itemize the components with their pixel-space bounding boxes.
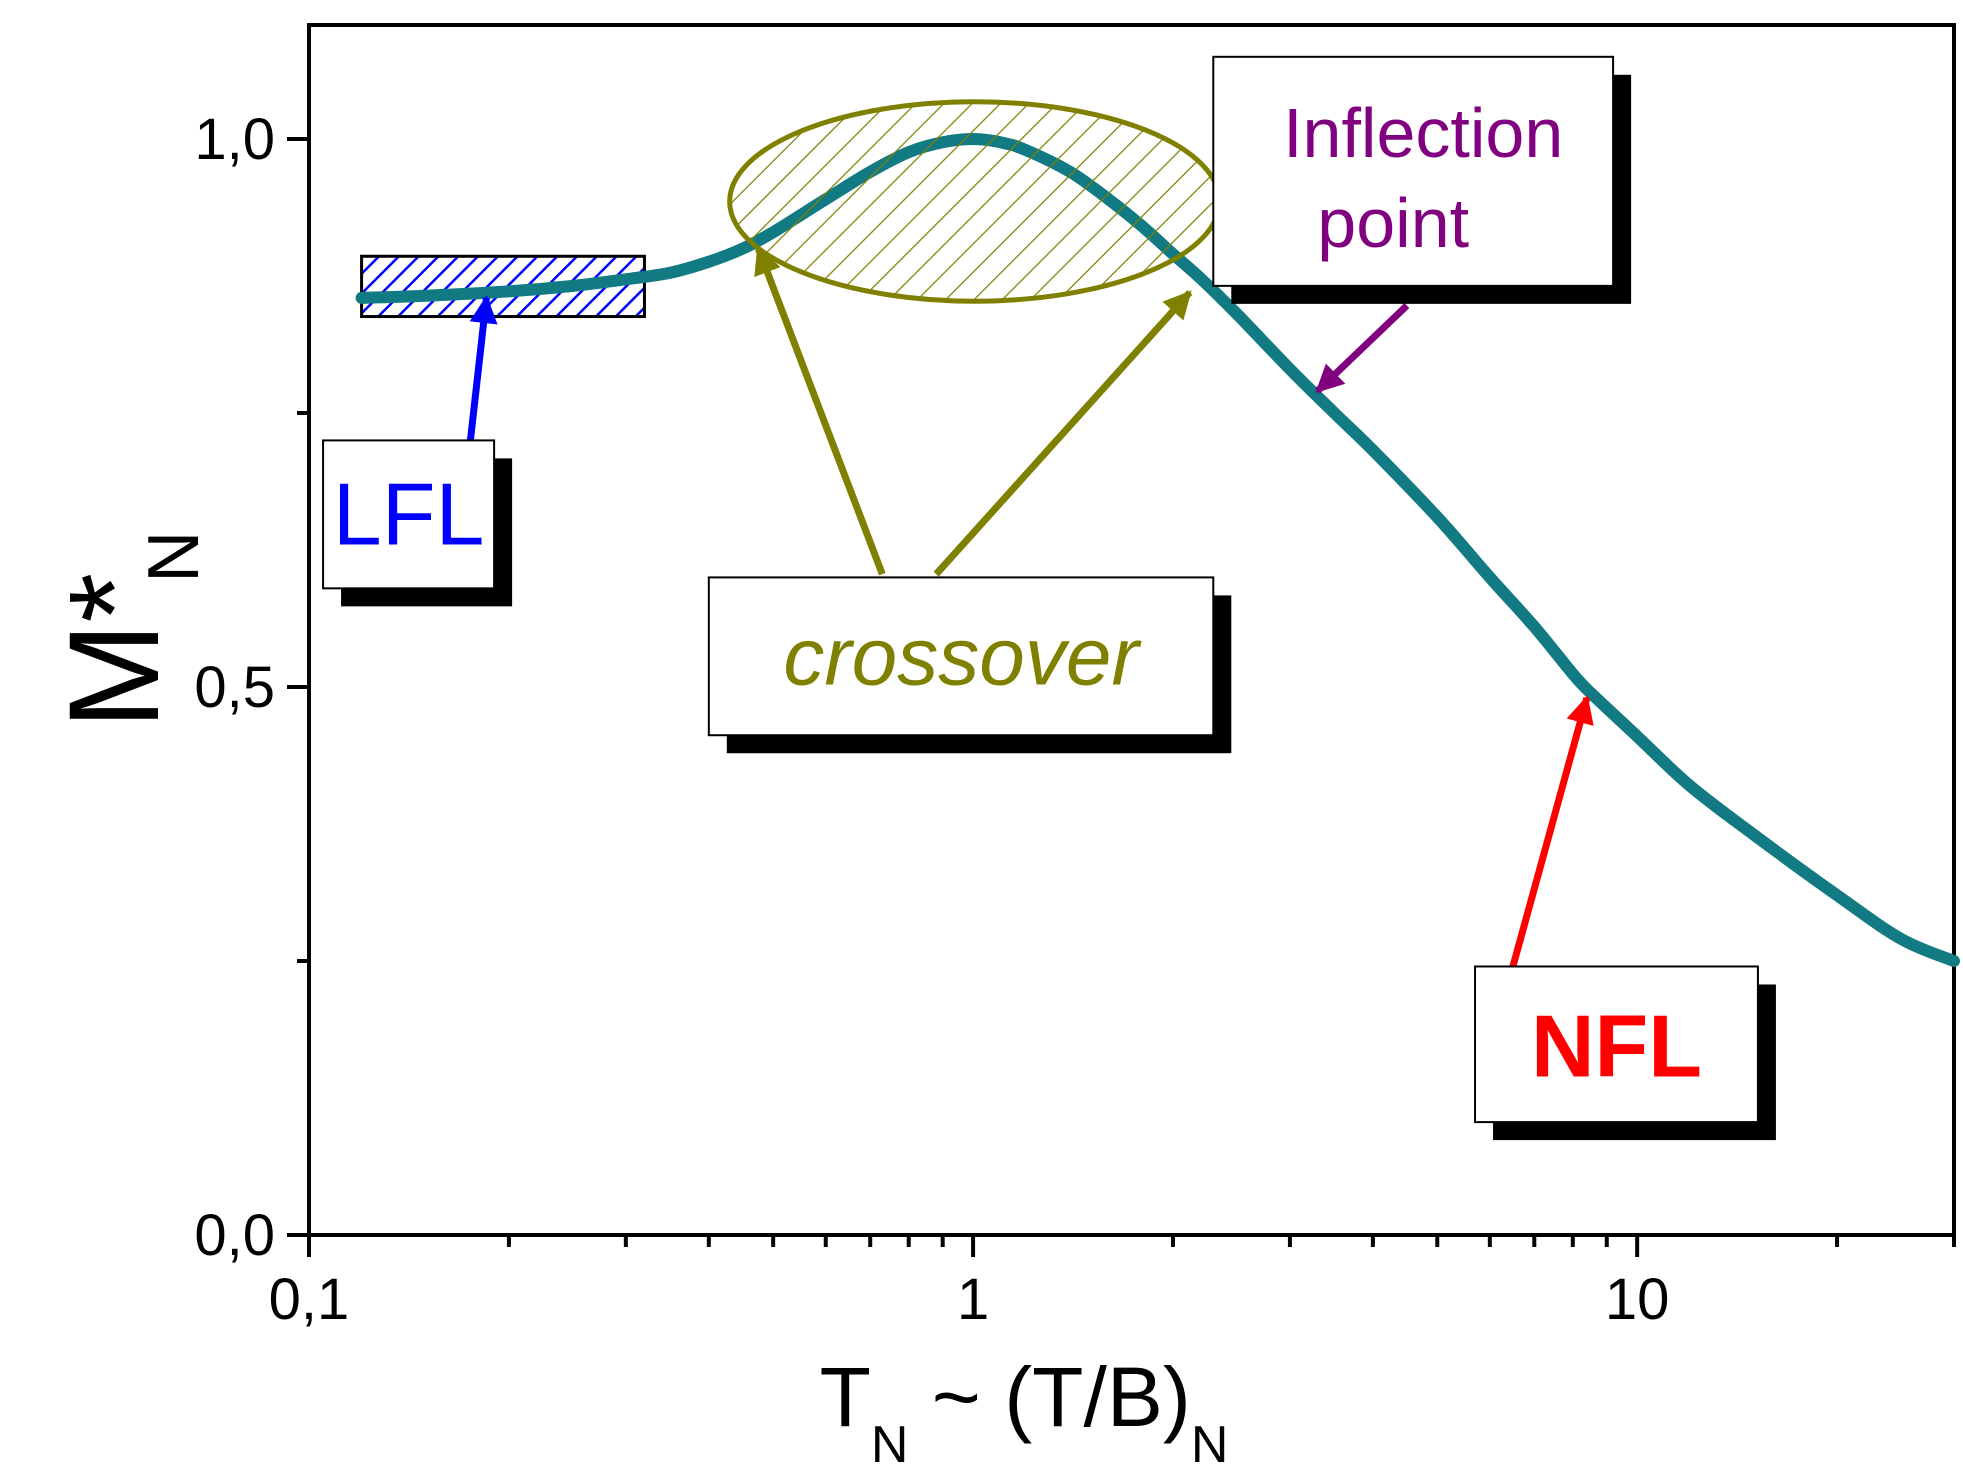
y-axis-title: M*N: [43, 531, 214, 729]
crossover-label-box: [707, 576, 1215, 737]
plot-frame: [307, 23, 1956, 1237]
crossover-label: crossover: [783, 611, 1142, 702]
x-axis-title-main: T: [820, 1350, 871, 1444]
x-axis-title-sub2: N: [1191, 1416, 1229, 1472]
x-axis-title: TN ~ (T/B)N: [820, 1350, 1229, 1472]
y-tick-label: 0,5: [194, 655, 275, 720]
x-tick-label: 1: [957, 1267, 989, 1332]
nfl-label: NFL: [1531, 996, 1702, 1095]
nfl-arrow: [1509, 695, 1594, 968]
lfl-label-box: [322, 439, 496, 590]
crossover-arrow: [933, 290, 1193, 577]
y-axis-title-sub: N: [134, 531, 214, 583]
lfl-arrow: [466, 295, 498, 441]
crossover-arrow: [754, 245, 886, 576]
y-tick-label: 1,0: [194, 107, 275, 172]
inflection-label-box: [1212, 55, 1615, 287]
nfl-label-box: [1474, 965, 1759, 1124]
inflection-arrow: [1314, 303, 1410, 394]
axis-ticks: 0,0 0,5 1,0 0,1 1 10: [194, 107, 1956, 1332]
y-axis-title-main: M*: [43, 573, 186, 729]
x-tick-label: 0,1: [269, 1267, 350, 1332]
x-axis-title-sub1: N: [871, 1416, 909, 1472]
inflection-label-line1: Inflection: [1283, 94, 1563, 172]
crossover-hatched-ellipse: [727, 99, 1222, 304]
lfl-label: LFL: [333, 464, 485, 563]
inflection-label-line2: point: [1317, 184, 1469, 262]
x-axis-title-mid: ~ (T/B): [908, 1350, 1190, 1444]
annotations: LFL crossover Inflection point NFL: [322, 55, 1776, 1141]
y-tick-label: 0,0: [194, 1203, 275, 1268]
x-tick-label: 10: [1605, 1267, 1670, 1332]
